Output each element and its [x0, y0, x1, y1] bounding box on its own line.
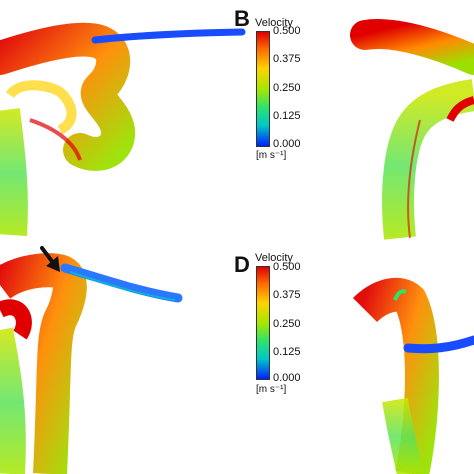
panel-d-streamlines	[352, 277, 474, 474]
colorbar-tick: 0.375	[273, 53, 301, 65]
arrow-icon	[40, 246, 60, 272]
colorbar-tick: 0.500	[273, 25, 301, 37]
colorbar-tick: 0.500	[273, 261, 301, 273]
colorbar-tick: 0.250	[273, 318, 301, 330]
colorbar	[256, 31, 270, 147]
colorbar-tick: 0.125	[273, 346, 301, 358]
panel-c-streamlines	[0, 253, 183, 474]
colorbar-unit: [m s⁻¹]	[256, 384, 287, 395]
panel-letter: B	[234, 6, 250, 31]
panel-letter: D	[234, 252, 250, 277]
panel-b-streamlines	[350, 19, 474, 240]
colorbar-title: Velocity	[255, 252, 293, 264]
colorbar-title: Velocity	[255, 17, 293, 29]
colorbar-tick: 0.125	[273, 110, 301, 122]
colorbar-tick: 0.000	[273, 372, 301, 384]
colorbar	[256, 266, 270, 380]
colorbar-unit: [m s⁻¹]	[256, 150, 287, 161]
colorbar-tick: 0.375	[273, 289, 301, 301]
colorbar-tick: 0.000	[273, 138, 301, 150]
panel-a-streamlines	[0, 22, 246, 236]
colorbar-tick: 0.250	[273, 82, 301, 94]
